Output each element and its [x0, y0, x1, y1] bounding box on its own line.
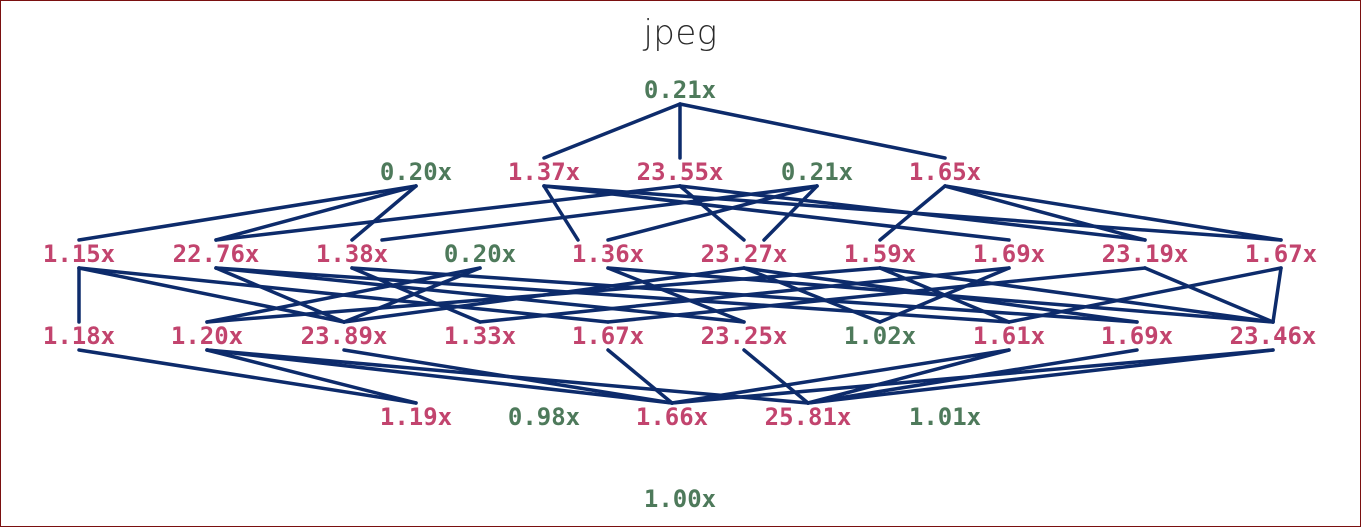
lattice-edge	[606, 266, 1147, 324]
node-label: 23.46x	[1230, 322, 1317, 350]
node-label: 1.01x	[909, 403, 981, 431]
node-label: 22.76x	[173, 240, 260, 268]
node-label: 0.98x	[508, 403, 580, 431]
node-label: 1.19x	[380, 403, 452, 431]
node-label: 1.61x	[973, 322, 1045, 350]
lattice-edge	[342, 266, 482, 324]
lattice-edge	[205, 348, 674, 405]
lattice-edge	[606, 184, 819, 242]
lattice-edge	[342, 348, 674, 405]
node-label: 1.59x	[844, 240, 916, 268]
lattice-edge	[806, 348, 1011, 405]
lattice-edge	[878, 266, 1275, 324]
lattice-edge	[214, 184, 418, 242]
lattice-edge	[1271, 266, 1283, 324]
lattice-edge	[478, 266, 1011, 324]
lattice-edge	[77, 348, 418, 405]
edge-layer	[77, 102, 1283, 405]
node-label: 23.89x	[301, 322, 388, 350]
node-label: 1.38x	[316, 240, 388, 268]
lattice-edge	[878, 184, 947, 242]
lattice-edge	[1007, 266, 1283, 324]
lattice-edge	[670, 348, 1275, 405]
lattice-edge	[542, 102, 682, 160]
node-label: 1.18x	[43, 322, 115, 350]
lattice-edge	[205, 266, 882, 324]
lattice-edge	[542, 184, 580, 242]
lattice-edge	[542, 184, 1011, 242]
lattice-edge	[762, 184, 819, 242]
node-label: 1.33x	[444, 322, 516, 350]
node-label: 1.36x	[572, 240, 644, 268]
node-label: 1.02x	[844, 322, 916, 350]
lattice-edge	[214, 266, 1011, 324]
lattice-edge	[878, 266, 1011, 324]
node-label: 1.67x	[1245, 240, 1317, 268]
node-label: 1.00x	[644, 485, 716, 513]
figure-title: jpeg	[643, 13, 718, 53]
lattice-edge	[205, 266, 482, 324]
node-label: 23.55x	[637, 158, 724, 186]
node-label: 0.20x	[380, 158, 452, 186]
lattice-edge	[606, 266, 746, 324]
lattice-edge	[380, 184, 819, 242]
node-label: 23.25x	[701, 322, 788, 350]
lattice-edge	[943, 184, 1147, 242]
lattice-edge	[670, 348, 1011, 405]
lattice-edge	[606, 348, 674, 405]
lattice-edge	[943, 184, 1283, 242]
lattice-edge	[742, 348, 810, 405]
node-label: 1.20x	[171, 322, 243, 350]
lattice-edge	[350, 184, 418, 242]
lattice-edge	[806, 348, 1275, 405]
node-label: 1.65x	[909, 158, 981, 186]
lattice-edge	[205, 348, 418, 405]
node-label: 1.37x	[508, 158, 580, 186]
lattice-edge	[1143, 266, 1275, 324]
node-label: 0.21x	[781, 158, 853, 186]
lattice-edge	[77, 184, 418, 242]
lattice-edge	[678, 102, 947, 160]
node-label: 23.19x	[1102, 240, 1189, 268]
node-label: 1.67x	[572, 322, 644, 350]
node-label: 1.15x	[43, 240, 115, 268]
node-label: 1.66x	[636, 403, 708, 431]
label-layer: 0.21x 0.20x 1.37x 23.55x 0.21x 1.65x 1.15x 22.7…	[43, 76, 1317, 513]
lattice-edge	[214, 184, 682, 242]
node-label: 25.81x	[765, 403, 852, 431]
node-label: 1.69x	[973, 240, 1045, 268]
lattice-edge	[214, 266, 746, 324]
node-label: 0.20x	[444, 240, 516, 268]
node-label: 0.21x	[644, 76, 716, 104]
node-label: 23.27x	[701, 240, 788, 268]
node-label: 1.69x	[1101, 322, 1173, 350]
